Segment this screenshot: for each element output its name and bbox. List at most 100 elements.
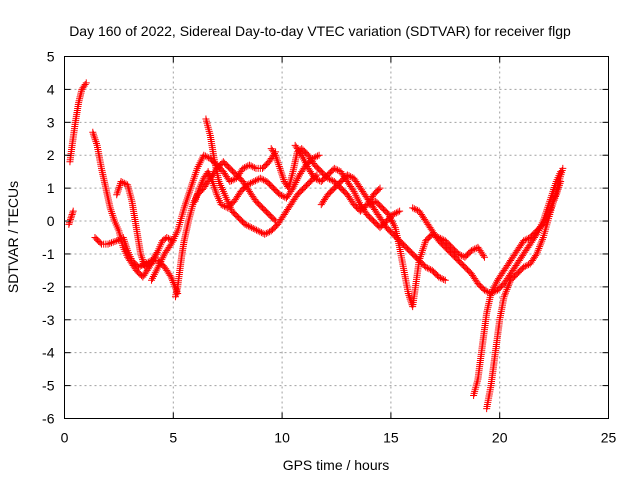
data-point [503, 285, 511, 293]
data-point [502, 287, 510, 295]
data-point [534, 246, 542, 254]
data-point [262, 229, 270, 237]
data-point [264, 229, 272, 237]
data-point [456, 251, 464, 259]
data-point [536, 241, 544, 249]
y-tick-label: -6 [42, 411, 55, 427]
data-point [454, 250, 462, 258]
data-point [166, 271, 174, 279]
data-point [245, 161, 253, 169]
data-point [113, 237, 121, 245]
y-tick-label: 4 [47, 81, 55, 97]
x-tick-label: 0 [61, 430, 69, 446]
chart-title: Day 160 of 2022, Sidereal Day-to-day VTE… [69, 23, 571, 39]
data-point [217, 201, 225, 209]
data-point [245, 180, 253, 188]
data-point [256, 228, 264, 236]
data-point [392, 209, 400, 217]
data-point [81, 80, 89, 88]
y-tick-label: 0 [47, 213, 55, 229]
data-point [203, 153, 211, 161]
data-point [141, 263, 149, 271]
data-point [504, 284, 512, 292]
series-sat-m [365, 197, 488, 311]
data-point [422, 263, 430, 271]
data-point [246, 223, 254, 231]
data-point [219, 201, 227, 209]
x-tick-label: 20 [492, 430, 508, 446]
data-point [520, 237, 528, 245]
data-point [538, 237, 546, 245]
data-point [249, 163, 257, 171]
data-point [313, 152, 321, 160]
data-point [315, 151, 323, 159]
data-point [106, 239, 114, 247]
data-point [251, 177, 259, 185]
data-point [537, 239, 545, 247]
data-point [520, 263, 528, 271]
y-tick-label: -3 [42, 312, 55, 328]
data-point [327, 176, 335, 184]
data-point [143, 262, 151, 270]
data-point [241, 164, 249, 172]
y-tick-label: 2 [47, 147, 55, 163]
data-point [260, 176, 268, 184]
data-point [504, 282, 512, 290]
data-point [505, 280, 513, 288]
data-point [343, 171, 351, 179]
data-point [533, 248, 541, 256]
data-point [108, 239, 116, 247]
data-point [312, 153, 320, 161]
data-point [345, 172, 353, 180]
data-point [243, 221, 251, 229]
data-point [168, 275, 176, 283]
data-point [330, 164, 338, 172]
data-point [391, 210, 399, 218]
plot-frame [64, 56, 609, 419]
data-point [111, 237, 119, 245]
series-sat-f [148, 148, 280, 284]
data-point [134, 263, 142, 271]
data-point [441, 276, 449, 284]
data-point [226, 178, 234, 186]
data-point [247, 162, 255, 170]
data-point [288, 186, 296, 194]
data-point [365, 201, 373, 209]
data-point [297, 150, 305, 158]
data-point [65, 219, 73, 227]
data-point [438, 275, 446, 283]
data-point [435, 273, 443, 281]
data-point [249, 224, 257, 232]
data-point [169, 277, 177, 285]
data-point [479, 252, 487, 260]
y-tick-label: -4 [42, 345, 55, 361]
data-point [251, 225, 259, 233]
data-point [200, 151, 208, 159]
x-tick-label: 10 [274, 430, 290, 446]
data-point [538, 235, 546, 243]
data-point [375, 185, 383, 193]
data-point [396, 207, 404, 215]
data-point [367, 200, 375, 208]
data-point [559, 164, 567, 172]
data-point [248, 224, 256, 232]
data-point [480, 286, 488, 294]
data-point [311, 174, 319, 182]
data-point [117, 178, 125, 186]
data-point [523, 235, 531, 243]
series-sat-j [267, 145, 384, 215]
data-point [270, 216, 278, 224]
data-points [65, 79, 567, 413]
y-tick-label: 5 [47, 49, 55, 65]
data-point [67, 214, 75, 222]
data-point [242, 163, 250, 171]
data-point [436, 274, 444, 282]
data-point [166, 242, 174, 250]
data-point [409, 204, 417, 212]
data-point [254, 227, 262, 235]
data-point [247, 179, 255, 187]
data-point [394, 208, 402, 216]
data-point [167, 273, 175, 281]
data-point [423, 264, 431, 272]
data-point [257, 229, 265, 237]
